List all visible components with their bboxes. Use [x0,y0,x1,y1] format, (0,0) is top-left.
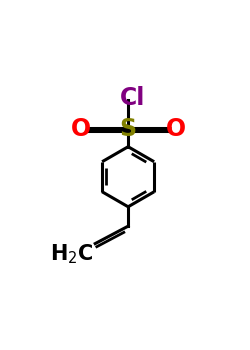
Text: O: O [70,117,91,141]
Text: S: S [120,117,137,141]
Text: O: O [166,117,186,141]
Text: Cl: Cl [120,86,146,110]
Text: H$_2$C: H$_2$C [50,243,94,266]
